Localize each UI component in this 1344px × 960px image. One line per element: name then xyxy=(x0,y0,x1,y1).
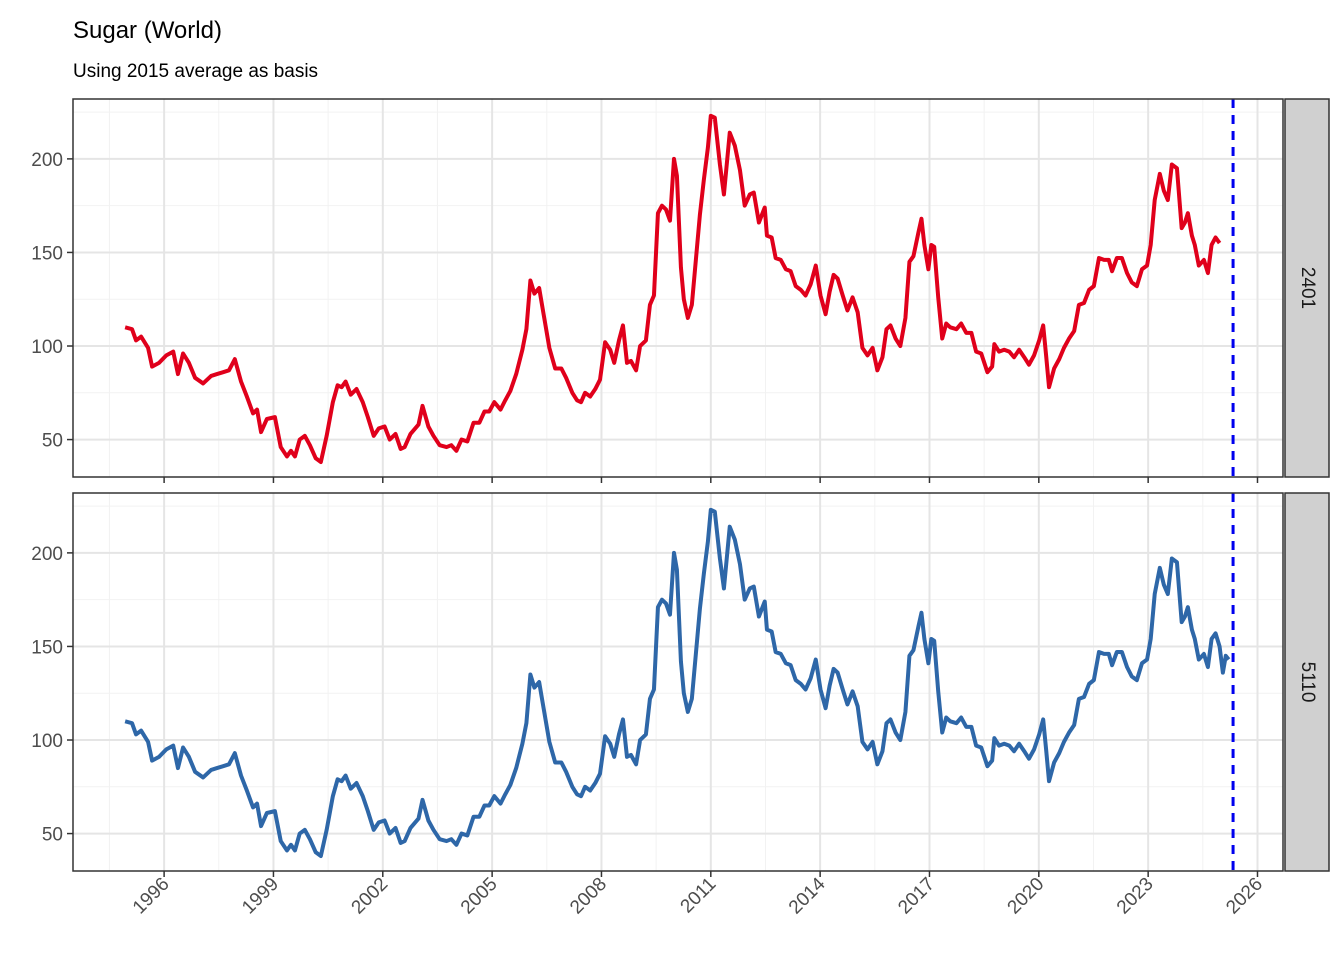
x-tick-label: 1996 xyxy=(129,874,174,919)
facet-label: 2401 xyxy=(1297,267,1318,309)
facet-label: 5110 xyxy=(1297,662,1318,703)
y-tick-label: 150 xyxy=(31,243,63,264)
x-tick-label: 2023 xyxy=(1113,874,1158,919)
panel-border xyxy=(72,98,1284,478)
x-tick-label: 2026 xyxy=(1222,874,1267,919)
panel-background xyxy=(73,493,1283,871)
data-line xyxy=(124,507,1231,859)
facet-strip xyxy=(1284,492,1330,872)
x-tick-label: 2017 xyxy=(894,874,939,919)
y-tick-label: 200 xyxy=(31,150,63,171)
x-tick-label: 2008 xyxy=(566,874,611,919)
y-tick-label: 50 xyxy=(42,431,63,452)
y-tick-label: 100 xyxy=(31,337,63,358)
panel-background xyxy=(73,99,1283,477)
x-tick-label: 1999 xyxy=(238,874,283,919)
facet-strip xyxy=(1284,98,1330,478)
y-tick-label: 50 xyxy=(42,825,63,846)
x-tick-label: 2014 xyxy=(785,873,830,918)
chart-title: Sugar (World) xyxy=(73,17,222,44)
x-tick-label: 2011 xyxy=(677,874,721,918)
x-tick-label: 2020 xyxy=(1004,874,1049,919)
x-tick-label: 2002 xyxy=(348,874,393,919)
x-tick-label: 2005 xyxy=(457,874,502,919)
y-tick-label: 200 xyxy=(31,544,63,565)
y-tick-label: 150 xyxy=(31,637,63,658)
panel-border xyxy=(72,492,1284,872)
y-tick-label: 100 xyxy=(31,731,63,752)
data-line xyxy=(124,113,1222,465)
chart-subtitle: Using 2015 average as basis xyxy=(73,61,318,82)
